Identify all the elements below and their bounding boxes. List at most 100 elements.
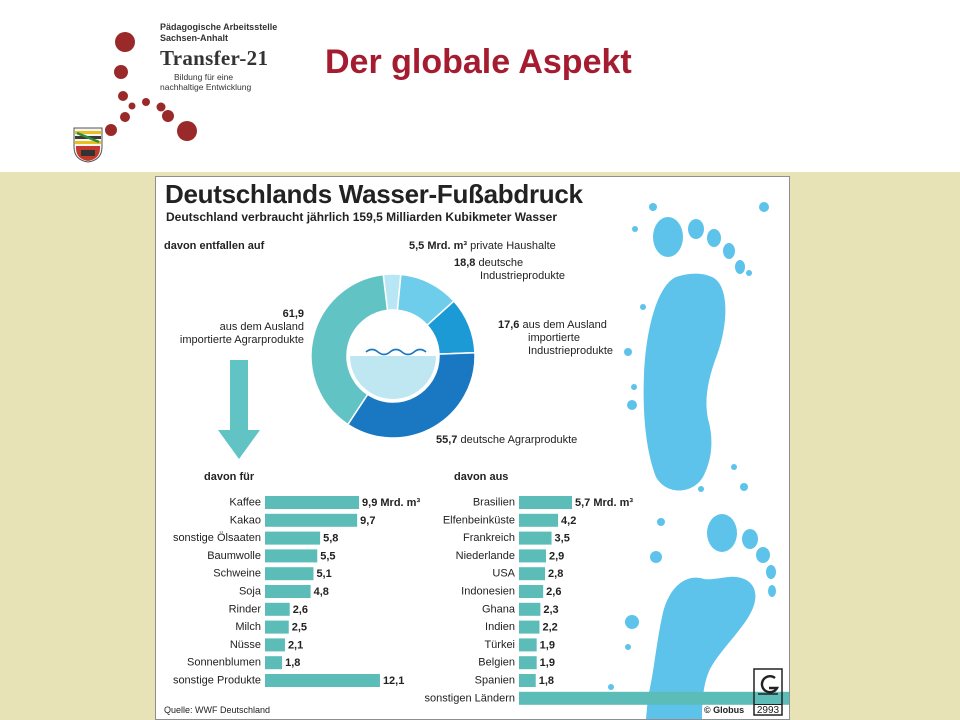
coat-of-arms-icon: [73, 127, 103, 163]
country-bar: [519, 567, 546, 581]
bars-countries-label: davon aus: [454, 471, 509, 483]
pie-value-private: 5,5 Mrd. m³: [409, 240, 468, 252]
slide-header: Pädagogische Arbeitsstelle Sachsen-Anhal…: [0, 0, 960, 172]
logo-text-block: Pädagogische Arbeitsstelle Sachsen-Anhal…: [160, 22, 277, 92]
country-value: 4,2: [561, 515, 576, 527]
country-label: Belgien: [478, 657, 515, 669]
product-value: 4,8: [314, 586, 329, 598]
org-name-line1: Pädagogische Arbeitsstelle: [160, 22, 278, 32]
country-value: 2,9: [549, 550, 564, 562]
product-label: Nüsse: [230, 639, 261, 651]
product-label: Kakao: [230, 514, 261, 526]
product-value: 9,7: [360, 515, 375, 527]
water-drop-icon: [608, 202, 769, 690]
pie-slice-agrar-de: [346, 351, 476, 439]
country-value: 2,8: [548, 568, 563, 580]
product-value: 1,8: [285, 657, 300, 669]
country-label: Niederlande: [456, 550, 515, 562]
product-label: Rinder: [229, 603, 262, 615]
brand-name: Transfer-21: [160, 46, 269, 70]
pie-text-industrie-import-3: Industrieprodukte: [528, 345, 613, 357]
pie-text-industrie-de-1: deutsche: [478, 257, 524, 269]
product-label: Milch: [235, 621, 261, 633]
product-label: Kaffee: [229, 497, 261, 509]
pie-label-industrie-import: 17,6 aus dem Ausland importierte Industr…: [498, 319, 613, 358]
globus-logo-icon: [753, 668, 783, 716]
country-value: 1,9: [540, 657, 555, 669]
product-label: Soja: [239, 586, 262, 598]
country-label: Elfenbeinküste: [443, 514, 515, 526]
bar-chart-countries: Brasilien 5,7 Mrd. m³ Elfenbeinküste 4,2 Fra…: [424, 496, 789, 705]
product-label: Baumwolle: [207, 550, 261, 562]
country-label: Spanien: [475, 675, 515, 687]
footprint-icon: [643, 217, 776, 719]
country-bar: [519, 549, 546, 563]
pie-text-agrar-import-2: importierte Agrarprodukte: [179, 334, 304, 346]
product-bar: [265, 549, 318, 563]
globus-credit: © Globus: [704, 705, 745, 715]
product-value: 5,1: [316, 568, 331, 580]
country-bar: [519, 602, 541, 616]
pie-label-agrar-de: 55,7 deutsche Agrarprodukte: [436, 434, 577, 447]
pie-text-industrie-de-2: Industrieprodukte: [480, 270, 565, 282]
country-label: Indien: [485, 621, 515, 633]
country-bar: [519, 620, 540, 634]
transfer21-logo-dots: [105, 32, 197, 141]
water-wave-icon: [365, 348, 427, 356]
country-value: 2,6: [546, 586, 561, 598]
product-value: 2,6: [293, 604, 308, 616]
pie-text-private: private Haushalte: [470, 240, 556, 252]
country-value: 1,9: [540, 639, 555, 651]
pie-text-industrie-import-1: aus dem Ausland: [522, 319, 607, 331]
product-value: 2,5: [292, 622, 307, 634]
product-bar: [265, 602, 290, 616]
product-bar: [265, 567, 314, 581]
product-bar: [265, 531, 321, 545]
slide-title: Der globale Aspekt: [325, 43, 632, 81]
country-value: 5,7 Mrd. m³: [575, 497, 633, 509]
product-bar: [265, 638, 285, 652]
pie-text-agrar-import-1: aus dem Ausland: [219, 321, 304, 333]
pie-value-industrie-de: 18,8: [454, 257, 476, 269]
pie-label-agrar-import: 61,9 aus dem Ausland importierte Agrarpr…: [164, 308, 304, 347]
product-label: Sonnenblumen: [187, 657, 261, 669]
product-value: 5,8: [323, 533, 338, 545]
tagline-line2: nachhaltige Entwicklung: [160, 82, 252, 92]
pie-text-agrar-de: deutsche Agrarprodukte: [460, 434, 578, 446]
country-bar: [519, 513, 559, 527]
product-value: 9,9 Mrd. m³: [362, 497, 420, 509]
country-bar: [519, 531, 552, 545]
arrow-down-icon: [218, 360, 260, 459]
country-bar: [519, 691, 789, 705]
infographic-canvas: Kaffee 9,9 Mrd. m³ Kakao 9,7 sonstige Ölsaat…: [173, 202, 789, 719]
chart-subtitle: Deutschland verbraucht jährlich 159,5 Mi…: [166, 210, 558, 224]
country-value: 1,8: [539, 675, 554, 687]
tagline-line1: Bildung für eine: [174, 72, 234, 82]
country-bar: [519, 585, 544, 598]
product-bar: [265, 674, 380, 687]
pie-value-industrie-import: 17,6: [498, 319, 520, 331]
product-label: sonstige Produkte: [173, 675, 261, 687]
bars-products-label: davon für: [204, 471, 255, 483]
country-label: Türkei: [484, 639, 515, 651]
pie-slice-agrar-import: [310, 273, 389, 426]
product-label: sonstige Ölsaaten: [173, 532, 261, 544]
country-value: 2,3: [543, 604, 558, 616]
country-label: Frankreich: [463, 532, 515, 544]
product-bar: [265, 585, 311, 598]
pie-text-industrie-import-2: importierte: [528, 332, 580, 344]
country-bar: [519, 638, 537, 652]
water-footprint-infographic: Kaffee 9,9 Mrd. m³ Kakao 9,7 sonstige Ölsaat…: [155, 176, 790, 720]
pie-value-agrar-import: 61,9: [282, 308, 304, 320]
country-label: Ghana: [482, 603, 516, 615]
product-bar: [265, 620, 289, 634]
country-value: 2,2: [542, 622, 557, 634]
pie-section-label: davon entfallen auf: [164, 240, 265, 252]
country-label: USA: [492, 568, 515, 580]
donut-chart: [310, 273, 476, 439]
product-value: 12,1: [383, 675, 404, 687]
pie-label-industrie-de: 18,8 deutsche Industrieprodukte: [454, 257, 565, 283]
pie-value-agrar-de: 55,7: [436, 434, 458, 446]
product-bar: [265, 513, 358, 527]
logo-dot-cluster: [105, 32, 197, 141]
